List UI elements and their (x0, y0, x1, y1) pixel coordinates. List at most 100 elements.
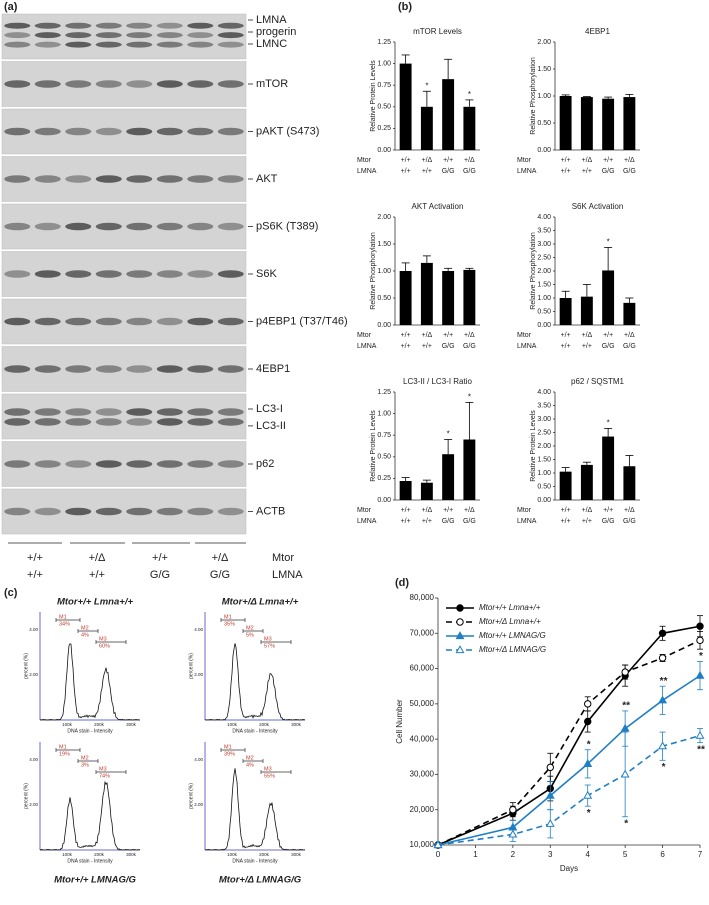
gate-percent: 57% (264, 643, 275, 649)
y-tick-label: 0.25 (377, 125, 391, 132)
genotype-row-name: LMNA (272, 569, 303, 581)
flow-y-tick: 2.00 (194, 672, 203, 677)
significance: * (699, 651, 703, 662)
x-row-name: LMNA (517, 518, 537, 525)
x-tick-label: +/Δ (422, 332, 433, 339)
flow-x-tick: 200k (94, 852, 105, 857)
blot-band (156, 270, 183, 278)
gate-percent: 74% (99, 773, 110, 779)
x-row-name: LMNA (357, 343, 377, 350)
x-tick-label: +/+ (422, 518, 432, 525)
y-tick-label: 1.00 (537, 93, 551, 100)
x-tick-label: G/G (442, 168, 455, 175)
blot-band (34, 365, 61, 373)
x-tick-label: 0 (436, 850, 441, 859)
y-tick-label: 1.25 (377, 39, 391, 46)
x-row-name: Mtor (357, 157, 372, 164)
marker (508, 829, 518, 838)
y-tick-label: 1.50 (377, 241, 391, 248)
blot-band (34, 418, 61, 426)
x-tick-label: G/G (442, 343, 455, 350)
blot-band (187, 80, 214, 88)
blot-band (187, 22, 214, 29)
legend-label: Mtor+/+ Lmna+/+ (479, 603, 541, 612)
blot-band (126, 80, 153, 88)
blot-band (217, 175, 244, 183)
blot-band (187, 365, 214, 373)
gate-percent: 3% (81, 762, 89, 768)
blot-band (126, 507, 153, 516)
marker (695, 730, 705, 739)
x-tick-label: +/+ (561, 332, 571, 339)
blot-band (65, 365, 92, 373)
y-tick-label: 0.50 (537, 483, 551, 490)
blot-band (65, 270, 92, 278)
y-tick-label: 0.50 (377, 104, 391, 111)
y-tick-label: 2.00 (537, 268, 551, 275)
flow-histogram (204, 643, 306, 721)
marker (546, 763, 554, 772)
y-tick-label: 60,000 (410, 664, 435, 673)
blot-band (34, 270, 61, 278)
marker (696, 622, 704, 630)
blot-band (95, 127, 122, 136)
blot-band (156, 418, 183, 426)
bar (580, 464, 593, 500)
flow-y-tick: 4.00 (29, 627, 38, 632)
chart-title: S6K Activation (572, 202, 624, 211)
y-tick-label: 1.00 (537, 470, 551, 477)
significance: * (587, 739, 591, 750)
flow-x-label: DNA stain - Intensity (67, 858, 113, 864)
marker (584, 717, 592, 726)
marker (433, 840, 443, 849)
blot-band (126, 270, 153, 278)
x-row-name: LMNA (517, 343, 537, 350)
blot-band (34, 127, 61, 136)
marker (583, 790, 593, 799)
y-tick-label: 1.50 (537, 281, 551, 288)
flow-title: Mtor+/Δ Lmna+/+ (222, 597, 299, 608)
blot-band (187, 32, 214, 39)
x-tick-label: +/+ (603, 507, 613, 514)
marker (583, 759, 593, 767)
blot-strip (1, 393, 247, 440)
blot-band (156, 460, 183, 468)
legend-label: Mtor+/Δ LMNAG/G (479, 645, 546, 654)
x-tick-label: +/Δ (624, 507, 635, 514)
y-axis-label: Relative Phosphorylation (530, 232, 537, 310)
significance: * (607, 238, 610, 247)
bar (399, 63, 412, 150)
x-row-name: LMNA (357, 168, 377, 175)
bar (442, 271, 455, 325)
panel-label: (d) (395, 577, 409, 589)
x-tick-label: +/+ (582, 343, 592, 350)
blot-band (65, 175, 92, 183)
blot-band (126, 175, 153, 183)
blot-band (65, 317, 92, 326)
x-row-name: Mtor (357, 332, 372, 339)
blot-band (217, 317, 244, 326)
flow-x-tick: 100k (62, 722, 73, 727)
x-tick-label: 7 (698, 850, 703, 859)
gate-name: M1 (224, 614, 232, 620)
gate-name: M2 (246, 755, 254, 761)
x-tick-label: +/+ (561, 343, 571, 350)
blot-band (156, 365, 183, 373)
flow-y-label: percent (%) (188, 653, 194, 679)
flow-x-tick: 300k (291, 852, 302, 857)
blot-band (156, 80, 183, 88)
blot-band (34, 22, 61, 29)
blot-band (4, 507, 31, 516)
x-tick-label: +/+ (401, 343, 411, 350)
blot-label: LMNC (256, 38, 287, 50)
flow-histogram (39, 643, 140, 721)
x-tick-label: 1 (473, 850, 478, 859)
y-tick-label: 0.75 (377, 432, 391, 439)
bar (580, 97, 593, 150)
marker (545, 790, 555, 799)
blot-band (126, 317, 153, 326)
blot-band (126, 418, 153, 426)
x-tick-label: +/+ (582, 518, 592, 525)
blot-band (187, 41, 214, 48)
x-tick-label: 4 (585, 850, 590, 859)
